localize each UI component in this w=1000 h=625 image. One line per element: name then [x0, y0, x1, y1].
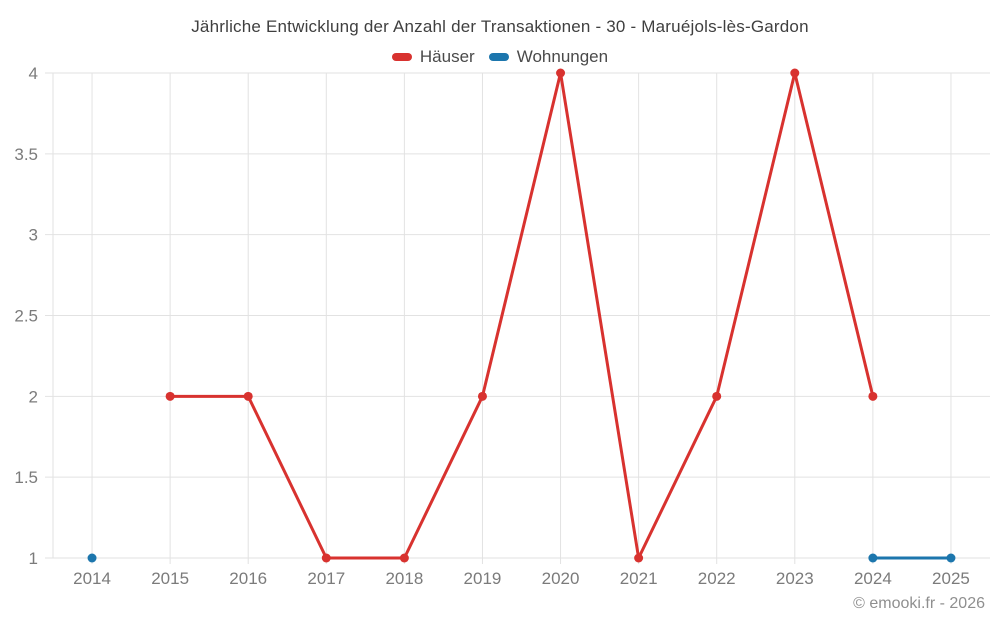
- data-point-häuser[interactable]: [477, 391, 487, 401]
- y-tick-label: 4: [29, 64, 38, 83]
- legend-swatch-icon: [391, 53, 412, 61]
- x-tick-label: 2025: [932, 569, 970, 588]
- chart-legend: Häuser Wohnungen: [0, 47, 1000, 67]
- data-point-häuser[interactable]: [165, 391, 175, 401]
- y-tick-label: 1.5: [14, 468, 38, 487]
- data-point-häuser[interactable]: [243, 391, 253, 401]
- data-point-wohnungen[interactable]: [946, 553, 956, 563]
- x-tick-label: 2019: [464, 569, 502, 588]
- x-tick-label: 2020: [542, 569, 580, 588]
- series-line-häuser: [246, 394, 328, 560]
- data-point-häuser[interactable]: [790, 68, 800, 78]
- data-point-häuser[interactable]: [634, 553, 644, 563]
- data-point-wohnungen[interactable]: [868, 553, 878, 563]
- y-tick-label: 1: [29, 549, 38, 568]
- y-tick-label: 3: [29, 226, 38, 245]
- x-tick-label: 2017: [307, 569, 345, 588]
- series-line-häuser: [715, 71, 797, 398]
- data-point-häuser[interactable]: [399, 553, 409, 563]
- x-tick-label: 2016: [229, 569, 267, 588]
- x-tick-label: 2015: [151, 569, 189, 588]
- data-point-häuser[interactable]: [321, 553, 331, 563]
- copyright-text: © emooki.fr - 2026: [853, 595, 985, 612]
- x-tick-label: 2024: [854, 569, 892, 588]
- data-point-wohnungen[interactable]: [87, 553, 97, 563]
- chart-title: Jährliche Entwicklung der Anzahl der Tra…: [191, 17, 809, 36]
- legend-item-häuser[interactable]: Häuser: [391, 47, 475, 67]
- series-line-häuser: [637, 394, 719, 560]
- data-point-häuser[interactable]: [712, 391, 722, 401]
- y-tick-label: 2: [29, 387, 38, 406]
- x-tick-label: 2022: [698, 569, 736, 588]
- series-line-häuser: [559, 71, 641, 560]
- y-tick-label: 2.5: [14, 307, 38, 326]
- series-line-häuser: [480, 71, 563, 398]
- x-tick-label: 2021: [620, 569, 658, 588]
- legend-label: Häuser: [419, 47, 475, 66]
- x-tick-label: 2018: [385, 569, 423, 588]
- series-line-häuser: [793, 71, 875, 398]
- legend-item-wohnungen[interactable]: Wohnungen: [488, 47, 609, 67]
- data-point-häuser[interactable]: [868, 391, 878, 401]
- legend-label: Wohnungen: [516, 47, 609, 66]
- x-tick-label: 2014: [73, 569, 111, 588]
- x-tick-label: 2023: [776, 569, 814, 588]
- data-point-häuser[interactable]: [556, 68, 566, 78]
- legend-swatch-icon: [488, 53, 509, 61]
- y-tick-label: 3.5: [14, 145, 38, 164]
- series-line-häuser: [402, 394, 484, 560]
